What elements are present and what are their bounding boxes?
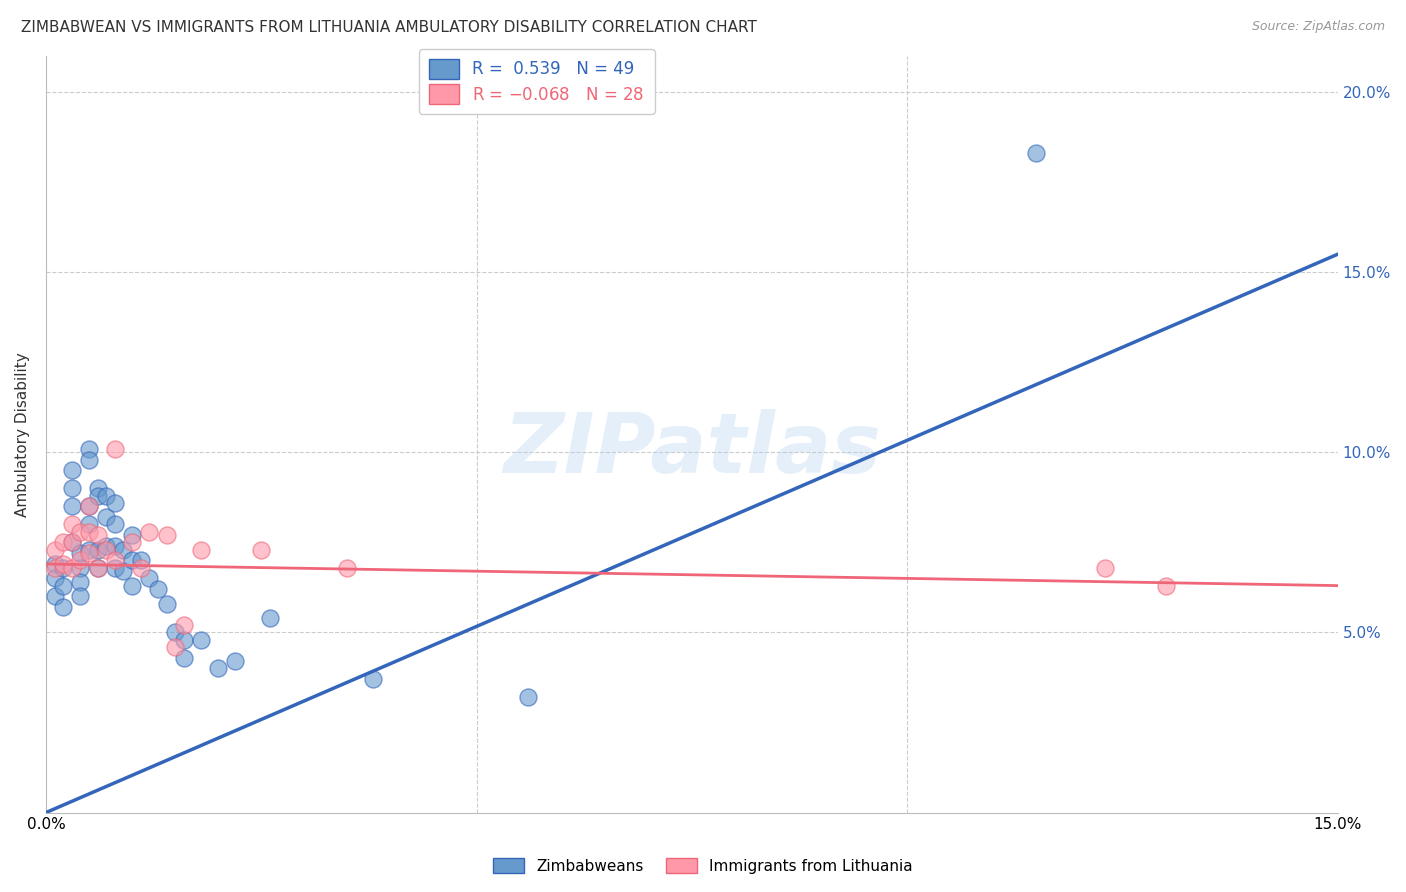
Point (138, 524, 160, 539)
Point (52, 579, 75, 593)
Text: Source: ZipAtlas.com: Source: ZipAtlas.com (1251, 20, 1385, 33)
Point (96, 489, 118, 503)
Point (60, 535, 83, 549)
Point (60, 481, 83, 495)
Legend: Zimbabweans, Immigrants from Lithuania: Zimbabweans, Immigrants from Lithuania (486, 852, 920, 880)
Point (77, 524, 100, 539)
Point (86, 560, 108, 574)
Point (69, 546, 91, 560)
Point (44, 590, 66, 604)
Point (60, 535, 83, 549)
Point (190, 632, 212, 647)
Point (104, 539, 127, 553)
Point (1154, 579, 1177, 593)
Point (259, 611, 281, 625)
Y-axis label: Ambulatory Disability: Ambulatory Disability (15, 352, 30, 516)
Point (69, 553, 91, 567)
Point (121, 528, 143, 542)
Point (77, 517, 100, 532)
Point (112, 542, 135, 557)
Point (44, 571, 66, 585)
Point (77, 542, 100, 557)
Point (86, 489, 108, 503)
Text: ZIMBABWEAN VS IMMIGRANTS FROM LITHUANIA AMBULATORY DISABILITY CORRELATION CHART: ZIMBABWEAN VS IMMIGRANTS FROM LITHUANIA … (21, 20, 756, 35)
Point (155, 597, 177, 611)
Point (44, 557, 66, 571)
Point (77, 546, 100, 560)
Text: ZIPatlas: ZIPatlas (503, 409, 880, 490)
Point (104, 553, 127, 567)
Point (517, 690, 540, 705)
Point (77, 442, 100, 456)
Point (60, 463, 83, 477)
Point (52, 560, 75, 574)
Point (60, 500, 83, 514)
Point (104, 560, 127, 574)
Point (112, 564, 135, 578)
Point (69, 560, 91, 574)
Point (104, 442, 127, 456)
Point (173, 650, 195, 665)
Point (86, 481, 108, 495)
Point (155, 528, 177, 542)
Point (44, 542, 66, 557)
Point (77, 452, 100, 467)
Point (52, 600, 75, 615)
Point (173, 632, 195, 647)
Point (146, 582, 169, 597)
Point (129, 560, 152, 574)
Point (129, 553, 152, 567)
Point (121, 579, 143, 593)
Point (165, 625, 187, 640)
Point (69, 574, 91, 589)
Point (1094, 560, 1116, 574)
Point (77, 500, 100, 514)
Point (52, 535, 75, 549)
Point (104, 496, 127, 510)
Point (165, 640, 187, 654)
Point (336, 560, 359, 574)
Legend: R =  0.539   N = 49, R = $-$0.068   N = 28: R = 0.539 N = 49, R = $-$0.068 N = 28 (419, 49, 655, 113)
Point (1025, 146, 1047, 161)
Point (96, 542, 118, 557)
Point (361, 673, 384, 687)
Point (44, 560, 66, 574)
Point (207, 661, 229, 675)
Point (52, 557, 75, 571)
Point (250, 542, 273, 557)
Point (86, 542, 108, 557)
Point (60, 560, 83, 574)
Point (60, 517, 83, 532)
Point (121, 535, 143, 549)
Point (173, 618, 195, 632)
Point (190, 542, 212, 557)
Point (104, 517, 127, 532)
Point (96, 510, 118, 524)
Point (138, 571, 160, 585)
Point (77, 500, 100, 514)
Point (86, 560, 108, 574)
Point (86, 528, 108, 542)
Point (96, 539, 118, 553)
Point (69, 524, 91, 539)
Point (224, 654, 246, 668)
Point (69, 590, 91, 604)
Point (121, 553, 143, 567)
